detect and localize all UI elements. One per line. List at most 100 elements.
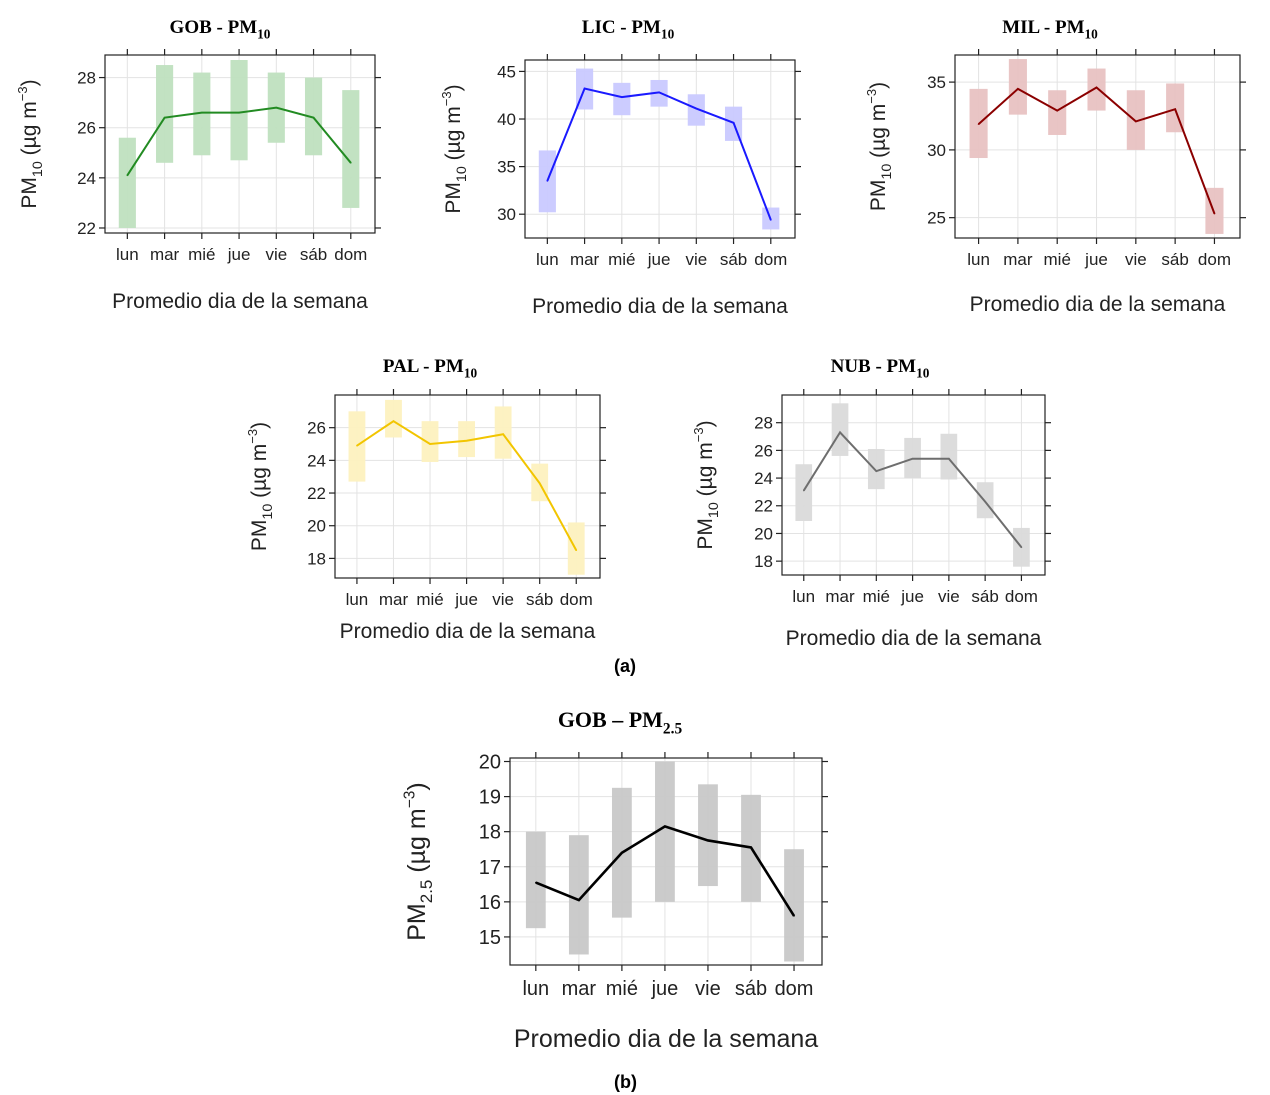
data-point	[658, 91, 660, 94]
data-point	[1174, 108, 1176, 111]
y-axis-label-superscript: −3	[245, 429, 260, 444]
y-axis-label-unit: (µg m	[867, 104, 890, 164]
y-tick-label: 45	[497, 62, 516, 81]
x-tick-label: mar	[570, 250, 600, 269]
x-tick-label: vie	[492, 590, 514, 609]
y-axis-label-text: PM	[403, 903, 431, 941]
chart-title-subscript: 10	[464, 366, 478, 381]
y-tick-label: 22	[754, 497, 773, 516]
x-tick-label: jue	[454, 590, 478, 609]
data-point	[578, 899, 580, 901]
ci-band	[698, 784, 718, 887]
data-point	[502, 433, 504, 436]
y-axis-label-unit: (µg m	[403, 808, 431, 879]
y-axis-label-subscript: 10	[706, 502, 722, 518]
y-tick-label: 18	[307, 549, 326, 568]
y-axis-label: PM10 (µg m−3)	[691, 420, 722, 549]
data-point	[1213, 212, 1216, 215]
x-tick-label: lun	[967, 250, 990, 269]
plot-frame	[954, 54, 1241, 239]
data-point	[1020, 546, 1023, 549]
y-tick-label: 28	[77, 69, 96, 88]
y-axis-label-subscript: 10	[879, 164, 895, 180]
y-tick-label: 26	[77, 119, 96, 138]
y-tick-label: 35	[497, 158, 516, 177]
chart-title-text: NUB - PM	[831, 356, 917, 377]
data-point	[707, 839, 709, 842]
y-axis-label: PM10 (µg m−3)	[864, 82, 895, 211]
y-axis-label-subscript: 10	[260, 504, 276, 520]
chart-title-subscript: 10	[1085, 27, 1099, 42]
x-tick-label: mar	[379, 590, 409, 609]
x-axis-label: Promedio dia de la semana	[112, 290, 368, 313]
ci-band	[1087, 68, 1106, 111]
y-tick-label: 19	[479, 787, 501, 809]
x-tick-label: mié	[863, 587, 890, 606]
data-point	[201, 111, 203, 114]
data-point	[538, 482, 541, 485]
chart-title: NUB - PM10	[831, 356, 930, 381]
y-tick-label: 16	[479, 892, 501, 914]
data-point	[875, 470, 878, 472]
ci-band	[867, 449, 885, 490]
x-tick-label: vie	[685, 250, 707, 269]
y-axis-label-unit: (µg m	[442, 106, 465, 166]
chart-title-subscript: 10	[661, 27, 675, 42]
plot-frame	[509, 757, 823, 966]
ci-band	[1048, 90, 1067, 135]
data-point	[126, 174, 129, 177]
x-tick-label: dom	[754, 250, 787, 269]
data-point	[275, 106, 278, 109]
y-axis-label-superscript: −3	[864, 89, 879, 104]
plot-frame	[104, 54, 376, 234]
y-axis-label: PM2.5 (µg m−3)	[402, 782, 437, 941]
data-point	[664, 825, 666, 828]
y-axis-label-text: PM	[248, 520, 271, 552]
ci-band	[421, 421, 439, 462]
ci-band	[342, 90, 360, 208]
x-tick-label: sáb	[1161, 250, 1188, 269]
x-tick-label: jue	[900, 587, 924, 606]
y-tick-label: 24	[77, 169, 96, 188]
chart-gob-pm25: 15 16 17 18 19 20 lun mar mié jue vie sáb dom GOB – P…	[402, 707, 828, 1053]
ci-band	[795, 464, 813, 521]
y-axis-label-subscript: 10	[30, 161, 46, 177]
y-tick-label: 30	[927, 141, 946, 160]
y-tick-label: 35	[927, 73, 946, 92]
y-tick-label: 18	[479, 822, 501, 844]
y-axis-label-unit: (µg m	[694, 442, 717, 502]
x-axis-label: Promedio dia de la semana	[514, 1025, 818, 1053]
y-axis-label-text: PM	[694, 518, 717, 550]
x-tick-label: jue	[651, 978, 679, 1000]
data-point	[546, 180, 549, 182]
x-tick-label: dom	[1005, 587, 1038, 606]
y-axis-label-close: )	[18, 79, 41, 86]
data-point	[465, 439, 468, 442]
y-tick-label: 40	[497, 110, 516, 129]
plot-frame	[524, 59, 796, 239]
data-point	[769, 219, 772, 221]
y-axis-label-subscript: 10	[454, 166, 470, 182]
data-point	[356, 444, 358, 447]
x-tick-label: mié	[1044, 250, 1071, 269]
data-point	[238, 111, 240, 114]
x-axis-label: Promedio dia de la semana	[532, 295, 788, 318]
ci-band	[655, 761, 675, 902]
y-tick-label: 24	[307, 451, 326, 470]
data-point	[1135, 120, 1137, 123]
x-tick-label: mié	[188, 245, 215, 264]
x-tick-label: sáb	[735, 978, 767, 1000]
x-tick-label: sáb	[720, 250, 747, 269]
data-point	[1017, 88, 1019, 90]
ci-band	[118, 137, 136, 228]
data-point	[621, 851, 623, 854]
data-point	[392, 420, 395, 422]
y-axis-label: PM10 (µg m−3)	[439, 84, 470, 213]
ci-band	[525, 831, 546, 929]
ci-band	[304, 77, 323, 156]
x-tick-label: vie	[1125, 250, 1147, 269]
data-point	[312, 116, 315, 119]
ci-band	[193, 72, 211, 156]
y-axis-label-subscript: 2.5	[417, 880, 436, 904]
